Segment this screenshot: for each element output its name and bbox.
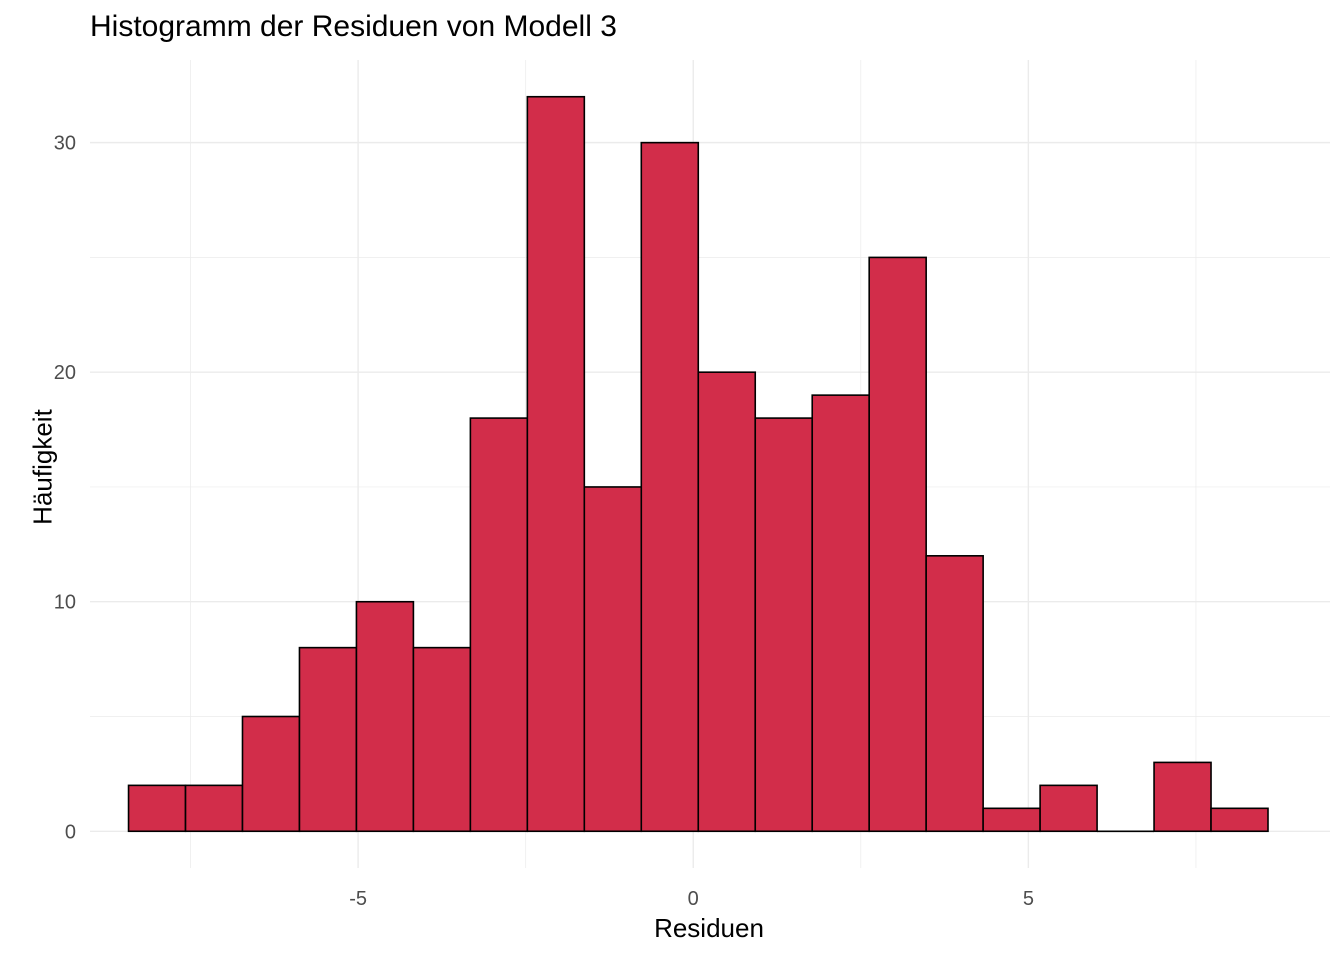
- y-tick-label: 10: [54, 592, 76, 614]
- histogram-bar: [1039, 784, 1098, 833]
- histogram-bar: [583, 486, 643, 833]
- histogram-bar: [640, 141, 700, 833]
- histogram-bar: [982, 807, 1041, 833]
- histogram-bar: [925, 555, 984, 833]
- histogram-bar: [355, 600, 415, 833]
- x-tick-label: 5: [1023, 888, 1034, 910]
- x-tick-label: -5: [349, 888, 367, 910]
- y-axis-ticks: 0 10 20 30: [54, 133, 76, 844]
- histogram-bar: [526, 95, 586, 833]
- histogram-bar: [298, 646, 358, 833]
- histogram-bar: [412, 646, 472, 833]
- histogram-bars: [127, 95, 1269, 833]
- histogram-bar: [184, 784, 244, 833]
- histogram-bar: [127, 784, 187, 833]
- x-axis-ticks: -5 0 5: [349, 888, 1034, 910]
- y-tick-label: 0: [65, 821, 76, 843]
- x-tick-label: 0: [688, 888, 699, 910]
- y-tick-label: 30: [54, 133, 76, 155]
- histogram-bar: [1210, 807, 1269, 833]
- y-axis-label: Häufigkeit: [27, 409, 58, 525]
- histogram-bar: [469, 417, 529, 833]
- histogram-bar: [754, 417, 814, 833]
- histogram-bar: [241, 715, 301, 833]
- y-tick-label: 20: [54, 362, 76, 384]
- histogram-bar: [811, 394, 870, 833]
- histogram-bar: [1153, 761, 1212, 833]
- histogram-bar: [868, 256, 927, 833]
- chart-title: Histogramm der Residuen von Modell 3: [90, 10, 617, 43]
- histogram-bar: [697, 371, 757, 833]
- x-axis-label: Residuen: [654, 913, 764, 943]
